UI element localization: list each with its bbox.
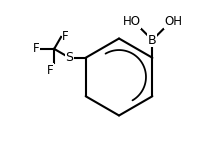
Text: OH: OH	[164, 15, 182, 28]
Text: B: B	[148, 34, 157, 47]
Text: F: F	[47, 64, 53, 77]
Text: S: S	[66, 51, 73, 64]
Text: HO: HO	[123, 15, 141, 28]
Text: F: F	[33, 42, 40, 55]
Text: F: F	[62, 30, 69, 43]
